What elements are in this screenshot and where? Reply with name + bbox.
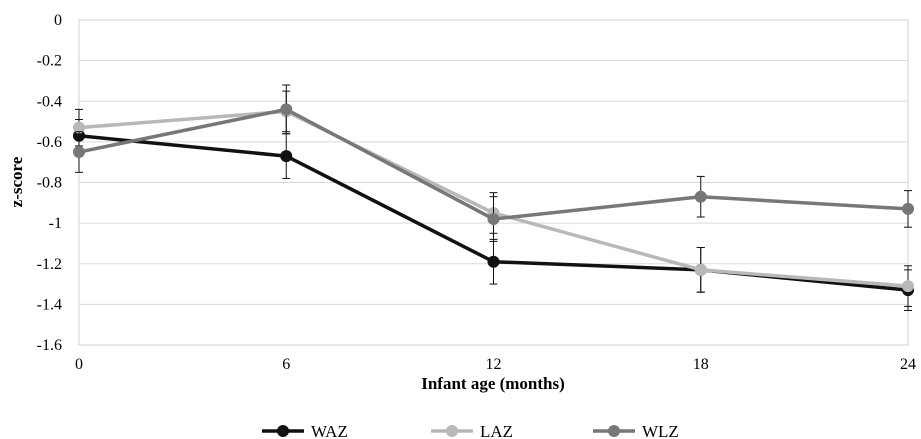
legend-item-waz: WAZ [262,422,348,439]
legend-label: WLZ [642,422,679,439]
data-point [280,103,293,116]
y-tick-label: -1 [49,215,62,232]
data-point [694,190,707,203]
data-point [73,146,85,159]
x-tick-label: 24 [900,356,916,373]
y-tick-label: -0.8 [37,175,62,192]
data-point [487,213,500,226]
data-point [694,263,707,276]
legend: WAZ LAZ WLZ [262,422,679,439]
data-point [73,121,85,134]
x-axis-tick-labels: 0 6 12 18 24 [75,356,916,373]
y-tick-label: -0.2 [37,53,62,70]
y-axis-title: z-score [7,156,26,207]
y-tick-label: 0 [54,12,62,29]
y-tick-label: -0.6 [37,134,62,151]
y-tick-label: -1.4 [37,296,62,313]
x-tick-label: 18 [693,356,709,373]
x-tick-label: 12 [486,356,502,373]
x-axis-title: Infant age (months) [421,374,565,393]
x-tick-label: 6 [282,356,290,373]
x-tick-label: 0 [75,356,83,373]
legend-swatch-marker [446,425,458,437]
legend-item-wlz: WLZ [593,422,679,439]
data-point [487,255,500,268]
legend-label: WAZ [311,422,348,439]
y-tick-label: -1.6 [37,337,62,354]
legend-swatch-marker [608,425,620,437]
data-point [902,280,914,293]
legend-item-laz: LAZ [431,422,513,439]
legend-label: LAZ [480,422,513,439]
y-tick-label: -1.2 [37,256,62,273]
legend-swatch-marker [277,425,289,437]
y-tick-label: -0.4 [37,93,62,110]
data-point [280,150,293,163]
series-wlz [73,84,914,242]
data-point [902,202,914,215]
y-axis-tick-labels: 0 -0.2 -0.4 -0.6 -0.8 -1 -1.2 -1.4 -1.6 [37,12,62,354]
series-layer [73,84,914,311]
